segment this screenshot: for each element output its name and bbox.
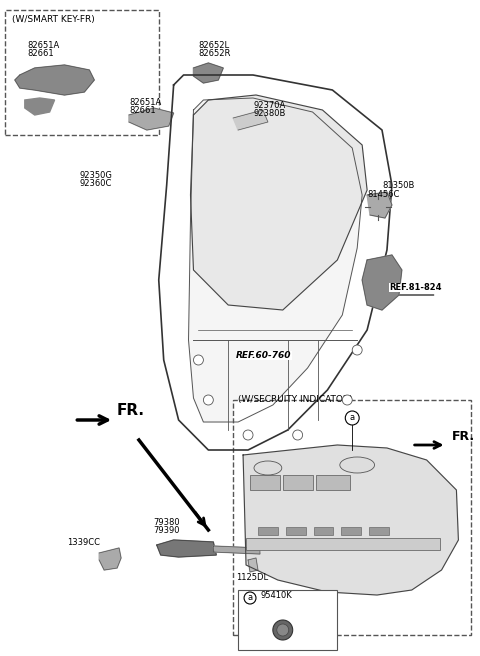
Polygon shape: [233, 110, 268, 130]
Polygon shape: [157, 540, 216, 557]
Text: (W/SMART KEY-FR): (W/SMART KEY-FR): [12, 15, 95, 24]
Text: 1339CC: 1339CC: [68, 538, 100, 547]
Text: 92350G: 92350G: [79, 171, 112, 180]
Circle shape: [273, 620, 293, 640]
Ellipse shape: [340, 457, 374, 473]
Bar: [246, 538, 440, 550]
Text: 82652L: 82652L: [198, 41, 229, 50]
Text: FR.: FR.: [117, 403, 145, 418]
Polygon shape: [159, 75, 392, 450]
Text: 82661: 82661: [28, 49, 54, 58]
Bar: [315, 475, 350, 490]
Text: 81350B: 81350B: [382, 181, 414, 190]
Circle shape: [342, 395, 352, 405]
FancyBboxPatch shape: [5, 10, 159, 135]
Polygon shape: [243, 445, 458, 595]
Text: 92360C: 92360C: [79, 179, 112, 188]
Text: 82651A: 82651A: [28, 41, 60, 50]
Bar: [283, 475, 312, 490]
FancyBboxPatch shape: [233, 400, 471, 635]
Polygon shape: [99, 548, 121, 570]
Circle shape: [243, 430, 253, 440]
Bar: [258, 527, 278, 535]
Text: 82652R: 82652R: [198, 49, 231, 58]
Polygon shape: [129, 108, 174, 130]
Polygon shape: [15, 65, 94, 95]
Bar: [341, 527, 361, 535]
Text: 81456C: 81456C: [367, 190, 399, 199]
Circle shape: [204, 395, 213, 405]
Text: 92370A: 92370A: [253, 101, 285, 110]
Polygon shape: [191, 95, 367, 310]
Polygon shape: [193, 63, 223, 83]
Text: 92380B: 92380B: [253, 109, 286, 118]
Text: 79390: 79390: [154, 526, 180, 535]
Text: FR.: FR.: [452, 430, 475, 443]
Bar: [250, 475, 280, 490]
Bar: [313, 527, 334, 535]
Bar: [369, 527, 389, 535]
Circle shape: [352, 345, 362, 355]
Text: REF.81-824: REF.81-824: [389, 283, 442, 292]
Circle shape: [193, 355, 204, 365]
Polygon shape: [362, 255, 402, 310]
Text: a: a: [349, 413, 354, 422]
Text: a: a: [247, 593, 252, 602]
Text: 1125DL: 1125DL: [236, 573, 268, 582]
Circle shape: [293, 430, 302, 440]
Ellipse shape: [254, 461, 282, 475]
Polygon shape: [248, 558, 258, 572]
Circle shape: [277, 624, 289, 636]
Polygon shape: [367, 192, 392, 218]
Text: 82661: 82661: [129, 106, 156, 115]
Circle shape: [244, 592, 256, 604]
FancyBboxPatch shape: [238, 590, 337, 650]
Circle shape: [345, 411, 359, 425]
Text: REF.60-760: REF.60-760: [236, 351, 292, 360]
Text: 95410K: 95410K: [261, 591, 293, 600]
Text: 82651A: 82651A: [129, 98, 161, 107]
Text: (W/SECRUITY INDICATOR): (W/SECRUITY INDICATOR): [238, 395, 353, 404]
Text: 79380: 79380: [154, 518, 180, 527]
Polygon shape: [25, 98, 55, 115]
Polygon shape: [213, 546, 260, 554]
Bar: [286, 527, 306, 535]
Polygon shape: [189, 98, 362, 422]
